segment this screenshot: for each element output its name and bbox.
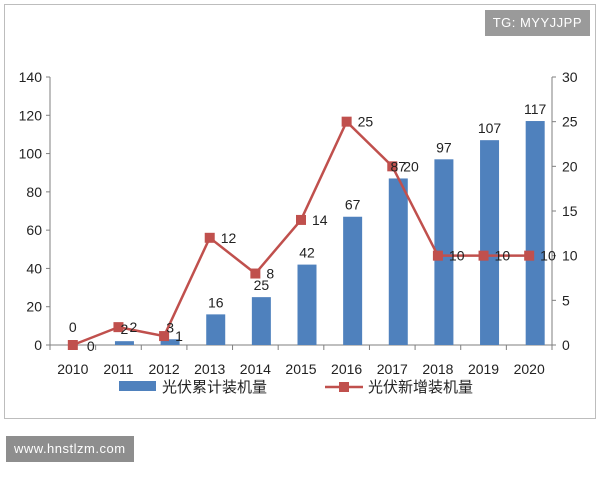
left-axis-tick-label: 60 (26, 222, 42, 238)
line-marker (204, 232, 215, 243)
left-axis-tick-label: 0 (34, 337, 42, 353)
left-axis-tick-label: 80 (26, 184, 42, 200)
x-axis-tick-label: 2020 (514, 361, 545, 377)
left-axis-tick-label: 20 (26, 299, 42, 315)
bar (525, 121, 545, 346)
bar (480, 140, 500, 345)
x-axis-tick-label: 2018 (422, 361, 453, 377)
bar-data-label: 87 (390, 158, 406, 174)
x-axis-tick-label: 2014 (240, 361, 271, 377)
x-axis-tick-label: 2017 (377, 361, 408, 377)
line-marker (113, 322, 124, 333)
x-axis-tick-label: 2016 (331, 361, 362, 377)
left-axis-tick-label: 40 (26, 260, 42, 276)
line-data-label: 10 (495, 248, 511, 264)
line-marker (296, 214, 306, 225)
bar-data-label: 67 (345, 197, 361, 213)
bar-data-label: 42 (299, 245, 315, 261)
line-data-label: 20 (403, 158, 419, 174)
watermark-bottom-left: www.hnstlzm.com (6, 436, 134, 462)
x-axis-tick-label: 2015 (285, 361, 316, 377)
left-axis-tick-label: 120 (19, 107, 43, 123)
right-axis-tick-label: 25 (562, 114, 578, 130)
bar-data-label: 2 (121, 321, 129, 337)
line-data-label: 0 (87, 338, 95, 354)
line-data-label: 14 (312, 212, 328, 228)
right-axis-tick-label: 0 (562, 337, 570, 353)
bar (160, 339, 180, 345)
left-axis-tick-label: 100 (19, 146, 43, 162)
bar-data-label: 25 (254, 277, 270, 293)
legend-label-line: 光伏新增装机量 (368, 379, 473, 396)
left-axis-tick-label: 140 (19, 69, 43, 85)
x-axis-tick-label: 2013 (194, 361, 225, 377)
bar (434, 159, 454, 345)
bar (343, 216, 363, 345)
line-data-label: 10 (540, 248, 556, 264)
line-marker (387, 161, 398, 172)
legend-swatch-bars (119, 381, 156, 391)
bar (206, 314, 226, 345)
bar-data-label: 3 (166, 319, 174, 335)
x-axis-tick-label: 2019 (468, 361, 499, 377)
chart-frame: 0 20 40 60 80 100 120 140 0 5 10 15 20 25 30 2010 2011 20… (4, 4, 596, 419)
right-axis-tick-label: 20 (562, 158, 578, 174)
line-data-label: 25 (358, 114, 374, 130)
bar-data-label: 97 (436, 139, 452, 155)
line-marker (67, 340, 78, 350)
bar-data-label: 16 (208, 294, 224, 310)
x-axis-tick-label: 2012 (149, 361, 180, 377)
x-axis-tick-label: 2011 (103, 361, 133, 377)
line-marker (432, 250, 443, 261)
line-marker (478, 250, 489, 261)
line-data-label: 1 (175, 328, 183, 344)
bar-data-label: 117 (524, 101, 547, 117)
line-marker (250, 268, 261, 279)
watermark-top-right: TG: MYYJJPP (484, 10, 590, 36)
right-axis-tick-label: 30 (562, 69, 578, 85)
right-axis-tick-label: 10 (562, 248, 578, 264)
x-axis-tick-label: 2010 (57, 361, 88, 377)
line-marker (159, 331, 170, 342)
bar (251, 297, 271, 345)
line-data-label: 12 (221, 230, 237, 246)
legend-swatch-marker (339, 382, 349, 392)
bar (297, 264, 317, 345)
bar (114, 341, 134, 345)
line-data-label: 10 (449, 248, 465, 264)
bar (388, 178, 408, 345)
bar-data-label: 0 (69, 319, 77, 335)
bar-data-label: 107 (478, 120, 502, 136)
right-axis-tick-label: 5 (562, 292, 570, 308)
legend-label-bars: 光伏累计装机量 (162, 379, 267, 396)
line-data-label: 8 (266, 266, 274, 282)
line-data-label: 2 (129, 319, 137, 335)
line-marker (524, 250, 535, 261)
line-marker (341, 116, 352, 127)
right-axis-tick-label: 15 (562, 203, 578, 219)
